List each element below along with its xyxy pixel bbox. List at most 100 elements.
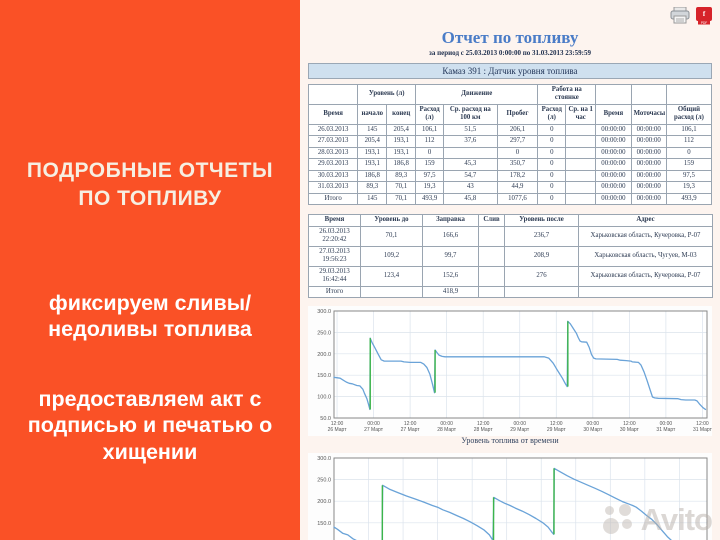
table-cell bbox=[443, 146, 498, 160]
daily-fuel-table: Уровень (л) Движение Работа на стоянке Врем… bbox=[307, 84, 713, 206]
promo-heading: ПОДРОБНЫЕ ОТЧЕТЫ ПО ТОПЛИВУ bbox=[26, 159, 274, 211]
table-row: Итого 418,9 bbox=[308, 285, 713, 299]
svg-text:200.0: 200.0 bbox=[317, 352, 331, 358]
table-cell: 26.03.2013 bbox=[307, 123, 359, 137]
table-column-header: Уровень до bbox=[360, 214, 423, 227]
svg-text:150.0: 150.0 bbox=[317, 373, 331, 379]
table-cell: 0 bbox=[537, 135, 567, 148]
table-cell: 97,5 bbox=[415, 169, 445, 183]
svg-text:12:00: 12:00 bbox=[550, 421, 563, 427]
table-cell: 54,7 bbox=[443, 169, 498, 183]
table-group-header: Уровень (л) bbox=[357, 84, 417, 105]
report-toolbar: f PDF bbox=[670, 6, 712, 25]
svg-text:50.0: 50.0 bbox=[320, 416, 331, 422]
table-cell bbox=[565, 192, 597, 206]
table-column-header: Расход (л) bbox=[415, 103, 445, 125]
export-pdf-button[interactable]: f PDF bbox=[696, 7, 712, 25]
table-column-header: Ср. расход на 100 км bbox=[443, 103, 498, 125]
table-column-header: начало bbox=[357, 103, 388, 125]
table-cell: 206,1 bbox=[496, 123, 539, 137]
svg-text:300.0: 300.0 bbox=[317, 309, 331, 315]
table-cell: 00:00:00 bbox=[630, 135, 667, 148]
promo-panel: ПОДРОБНЫЕ ОТЧЕТЫ ПО ТОПЛИВУ фиксируем сл… bbox=[0, 0, 300, 540]
svg-text:26 Март: 26 Март bbox=[328, 427, 348, 433]
pdf-icon: f PDF bbox=[696, 7, 712, 28]
table-cell: 97,5 bbox=[665, 169, 713, 183]
svg-text:12:00: 12:00 bbox=[696, 421, 709, 427]
pdf-label-glyph: PDF bbox=[701, 21, 707, 25]
vehicle-sensor-header: Камаз 391 : Датчик уровня топлива bbox=[308, 63, 712, 79]
table-cell bbox=[565, 181, 597, 194]
table-cell: 178,2 bbox=[496, 169, 539, 183]
table-row: 30.03.2013 186,8 89,3 97,5 54,7 178,2 0 00:00:0… bbox=[307, 169, 713, 183]
print-button[interactable] bbox=[670, 6, 690, 24]
table-cell: 0 bbox=[537, 169, 567, 183]
table-cell: 00:00:00 bbox=[595, 158, 632, 171]
table-cell: 45,3 bbox=[443, 158, 498, 171]
table-cell: 205,4 bbox=[357, 135, 388, 148]
table-cell: 297,7 bbox=[496, 135, 539, 148]
table-cell bbox=[504, 285, 579, 299]
table-cell bbox=[565, 135, 597, 148]
table-cell: 350,7 bbox=[496, 158, 539, 171]
table-cell: 109,2 bbox=[360, 245, 423, 267]
report-period-subtitle: за период с 25.03.2013 0:00:00 по 31.03.… bbox=[429, 49, 591, 57]
table-cell: 0 bbox=[537, 146, 567, 160]
table-cell: 89,3 bbox=[357, 181, 388, 194]
table-cell: 145 bbox=[357, 123, 388, 137]
svg-text:100.0: 100.0 bbox=[317, 395, 331, 401]
table-column-header: Пробег bbox=[496, 103, 539, 125]
svg-text:31 Март: 31 Март bbox=[693, 427, 712, 433]
table-cell: Харьковская область, Чугуев, М-03 bbox=[578, 245, 713, 267]
fuel-level-distance-chart: 50.0100.0150.0200.0250.0300.001002003004… bbox=[308, 453, 712, 540]
table-cell: 99,7 bbox=[422, 245, 479, 267]
table-cell: 208,9 bbox=[504, 245, 579, 267]
table-cell bbox=[565, 146, 597, 160]
svg-text:150.0: 150.0 bbox=[317, 521, 331, 527]
table-cell: 0 bbox=[537, 192, 567, 206]
table-cell: 00:00:00 bbox=[595, 123, 632, 137]
table-cell: 276 bbox=[504, 265, 579, 287]
svg-text:250.0: 250.0 bbox=[317, 478, 331, 484]
promo-point-drains: фиксируем сливы/ недоливы топлива bbox=[48, 290, 252, 341]
table-row: Итого 145 70,1 493,9 45,8 1077,6 0 00:00:00 00:0… bbox=[307, 192, 713, 206]
table-cell bbox=[478, 225, 505, 247]
table-cell: 28.03.2013 bbox=[307, 146, 359, 160]
table-cell: 00:00:00 bbox=[630, 123, 667, 137]
svg-text:00:00: 00:00 bbox=[513, 421, 526, 427]
table-group-header bbox=[307, 84, 359, 105]
table-cell: 193,1 bbox=[386, 135, 417, 148]
table-cell: 1077,6 bbox=[496, 192, 539, 206]
table-cell: 0 bbox=[537, 181, 567, 194]
table-column-header: Уровень после bbox=[504, 214, 579, 227]
table-cell: 19,3 bbox=[665, 181, 713, 194]
promo-point-act: предоставляем акт с подписью и печатью о… bbox=[27, 387, 273, 464]
svg-text:00:00: 00:00 bbox=[660, 421, 673, 427]
svg-text:300.0: 300.0 bbox=[317, 456, 331, 462]
svg-text:31 Март: 31 Март bbox=[656, 427, 676, 433]
table-cell: 193,1 bbox=[357, 158, 388, 171]
svg-text:00:00: 00:00 bbox=[440, 421, 453, 427]
table-cell: 27.03.2013 19:56:23 bbox=[308, 245, 361, 267]
table-row: 26.03.2013 145 205,4 106,1 51,5 206,1 0 00:00:0… bbox=[307, 123, 713, 137]
report-area: f PDF Отчет по топливу за период с 25.03… bbox=[300, 0, 720, 540]
table-cell: 00:00:00 bbox=[630, 192, 667, 206]
table-row: 29.03.2013 193,1 186,8 159 45,3 350,7 0 00:00:0… bbox=[307, 158, 713, 171]
table-cell: 00:00:00 bbox=[595, 169, 632, 183]
table-cell: 0 bbox=[665, 146, 713, 160]
svg-text:27 Март: 27 Март bbox=[364, 427, 384, 433]
svg-text:28 Март: 28 Март bbox=[474, 427, 494, 433]
table-cell: 37,6 bbox=[443, 135, 498, 148]
table-cell bbox=[565, 123, 597, 137]
chart-caption: Уровень топлива от времени bbox=[461, 436, 559, 446]
table-group-header: Движение bbox=[415, 84, 539, 105]
table-cell: 145 bbox=[357, 192, 388, 206]
table-cell: 0 bbox=[537, 158, 567, 171]
table-cell: 19,3 bbox=[415, 181, 445, 194]
table-column-header: конец bbox=[386, 103, 417, 125]
table-column-header: Время bbox=[308, 214, 361, 227]
table-cell: 00:00:00 bbox=[595, 192, 632, 206]
table-cell: 00:00:00 bbox=[630, 146, 667, 160]
svg-text:12:00: 12:00 bbox=[477, 421, 490, 427]
